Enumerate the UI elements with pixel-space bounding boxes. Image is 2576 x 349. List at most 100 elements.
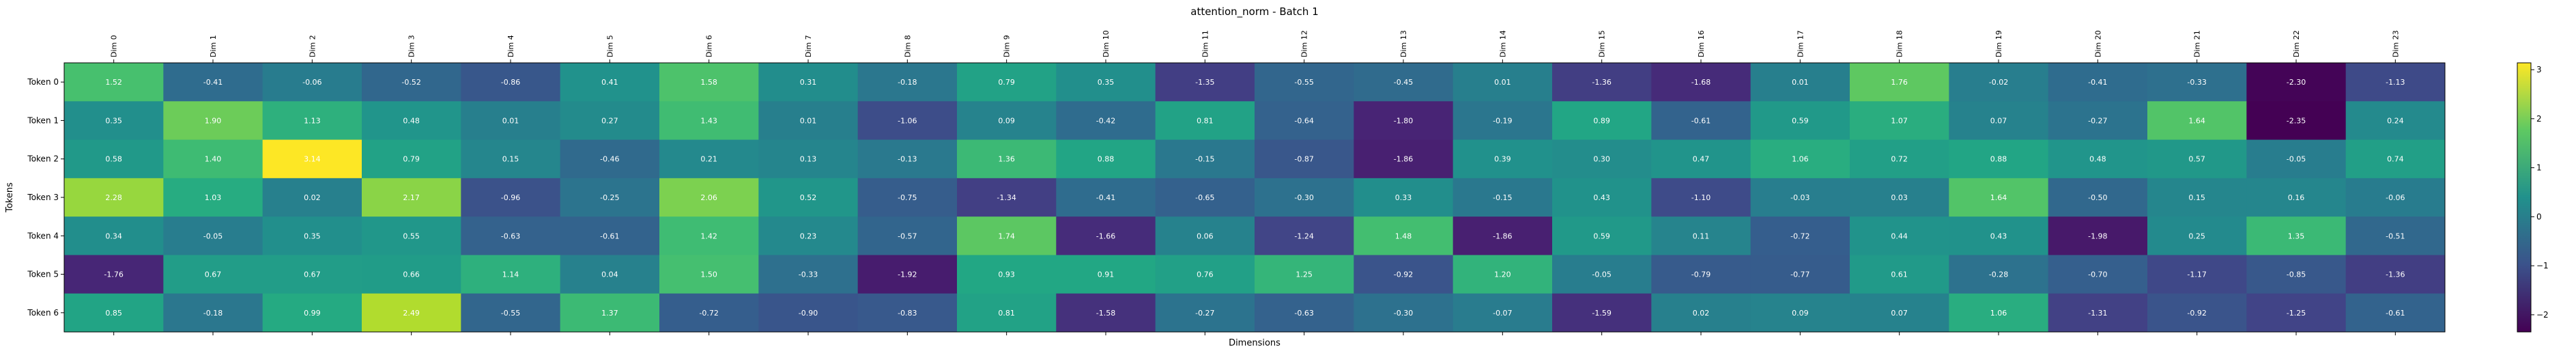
heatmap-cell xyxy=(1354,139,1454,179)
cell-value-label: -0.57 xyxy=(898,232,917,240)
cell-value-label: 0.44 xyxy=(1891,232,1908,240)
y-axis: Token 0 Token 1 Token 2 Token 3 Token 4 Token… xyxy=(27,77,64,318)
cell-value-label: -1.34 xyxy=(997,193,1016,202)
cell-value-label: 0.15 xyxy=(502,155,519,164)
x-axis: Dim 0 Dim 1 Dim 2 Dim 3 Dim 4 Dim 5 Dim 6 Dim 7… xyxy=(110,30,2400,335)
cell-value-label: 0.72 xyxy=(1891,155,1908,164)
x-tick-label: Dim 8 xyxy=(903,35,912,57)
cell-value-label: 0.15 xyxy=(2188,193,2205,202)
cell-value-label: 0.67 xyxy=(205,270,222,279)
heatmap-cell xyxy=(957,139,1057,179)
cell-value-label: 0.01 xyxy=(1494,78,1511,87)
cell-value-label: -2.30 xyxy=(2287,78,2306,87)
cell-value-label: -0.90 xyxy=(799,309,818,318)
cell-value-label: -0.07 xyxy=(1493,309,1512,318)
cell-value-label: -0.05 xyxy=(1592,270,1611,279)
cell-value-label: -0.30 xyxy=(1294,193,1313,202)
cell-value-label: 1.07 xyxy=(1891,116,1908,125)
heatmap-cell xyxy=(1850,63,1949,102)
cell-value-label: -0.63 xyxy=(1294,309,1313,318)
cell-value-label: -2.35 xyxy=(2287,116,2306,125)
cell-value-label: -0.15 xyxy=(1493,193,1512,202)
cell-value-label: -1.68 xyxy=(1691,78,1711,87)
x-tick-label: Dim 20 xyxy=(2093,30,2102,57)
cell-value-label: 3.14 xyxy=(304,155,321,164)
heatmap-cell xyxy=(2246,178,2347,217)
cell-value-label: -0.25 xyxy=(600,193,619,202)
cell-value-label: -0.19 xyxy=(1493,116,1512,125)
cell-value-label: -1.98 xyxy=(2088,232,2107,240)
heatmap-cell xyxy=(857,255,958,294)
heatmap-cell xyxy=(957,101,1057,141)
heatmap-cell xyxy=(1949,217,2049,255)
cell-value-label: 0.13 xyxy=(800,155,817,164)
cell-value-label: -0.06 xyxy=(302,78,321,87)
cell-value-label: 0.89 xyxy=(1593,116,1610,125)
cell-value-label: -0.85 xyxy=(2287,270,2306,279)
heatmap-value-labels: 1.52 -0.41 -0.06 -0.52 -0.86 0.41 1.58 0.31 -0.1… xyxy=(104,78,2405,318)
heatmap-cell xyxy=(1056,139,1156,179)
heatmap-cell xyxy=(461,178,561,217)
heatmap-cell xyxy=(1155,178,1255,217)
heatmap-cell xyxy=(560,255,660,294)
cell-value-label: 0.74 xyxy=(2387,155,2404,164)
cell-value-label: 1.20 xyxy=(1494,270,1511,279)
cell-value-label: 0.93 xyxy=(998,270,1015,279)
heatmap-cell xyxy=(461,293,561,333)
heatmap-cell xyxy=(2345,101,2446,141)
cell-value-label: -0.61 xyxy=(1691,116,1711,125)
heatmap-cell xyxy=(461,63,561,102)
cell-value-label: -0.18 xyxy=(898,78,917,87)
heatmap-cell xyxy=(64,293,164,333)
cell-value-label: -0.72 xyxy=(699,309,718,318)
heatmap-cell xyxy=(2246,139,2347,179)
heatmap-cell xyxy=(857,139,958,179)
cell-value-label: -1.80 xyxy=(1394,116,1413,125)
cell-value-label: -0.15 xyxy=(1195,155,1214,164)
heatmap-cell xyxy=(560,293,660,333)
y-tick-label: Token 3 xyxy=(27,193,59,202)
heatmap-cell xyxy=(64,217,164,255)
heatmap-cell xyxy=(957,63,1057,102)
cell-value-label: -1.86 xyxy=(1394,155,1413,164)
cell-value-label: -1.92 xyxy=(898,270,917,279)
cell-value-label: 0.24 xyxy=(2387,116,2404,125)
heatmap-cell xyxy=(1452,255,1553,294)
cell-value-label: -1.25 xyxy=(2287,309,2306,318)
y-tick-label: Token 1 xyxy=(27,115,59,125)
heatmap-cell xyxy=(1850,217,1949,255)
cell-value-label: 1.50 xyxy=(700,270,717,279)
heatmap-cell xyxy=(262,217,362,255)
cell-value-label: -0.42 xyxy=(1096,116,1115,125)
cell-value-label: 0.31 xyxy=(800,78,817,87)
cell-value-label: -1.17 xyxy=(2187,270,2206,279)
heatmap-cell xyxy=(1651,217,1751,255)
heatmap-cell xyxy=(560,217,660,255)
heatmap-cell xyxy=(1255,255,1354,294)
heatmap-cell xyxy=(560,139,660,179)
cell-value-label: -0.06 xyxy=(2386,193,2405,202)
heatmap-cell xyxy=(2048,63,2148,102)
heatmap-cell xyxy=(1949,178,2049,217)
cell-value-label: -1.35 xyxy=(1195,78,1214,87)
heatmap-cell xyxy=(461,217,561,255)
heatmap-cell xyxy=(2147,293,2247,333)
x-tick-label: Dim 1 xyxy=(209,35,218,57)
heatmap-cell xyxy=(1750,63,1850,102)
cell-value-label: 1.48 xyxy=(1395,232,1412,240)
cell-value-label: 0.35 xyxy=(105,116,122,125)
cell-value-label: 1.13 xyxy=(304,116,321,125)
heatmap-cell xyxy=(2345,255,2446,294)
cell-value-label: 0.79 xyxy=(998,78,1015,87)
cell-value-label: 0.03 xyxy=(1891,193,1908,202)
cell-value-label: 0.85 xyxy=(105,309,122,318)
heatmap-cell xyxy=(362,63,461,102)
cell-value-label: 0.61 xyxy=(1891,270,1908,279)
cell-value-label: -1.36 xyxy=(1592,78,1611,87)
heatmap-cell xyxy=(2345,293,2446,333)
x-tick-label: Dim 22 xyxy=(2292,30,2301,57)
cell-value-label: 0.30 xyxy=(1593,155,1610,164)
heatmap-cell xyxy=(1651,139,1751,179)
heatmap-cell xyxy=(1155,139,1255,179)
cell-value-label: 0.11 xyxy=(1693,232,1710,240)
